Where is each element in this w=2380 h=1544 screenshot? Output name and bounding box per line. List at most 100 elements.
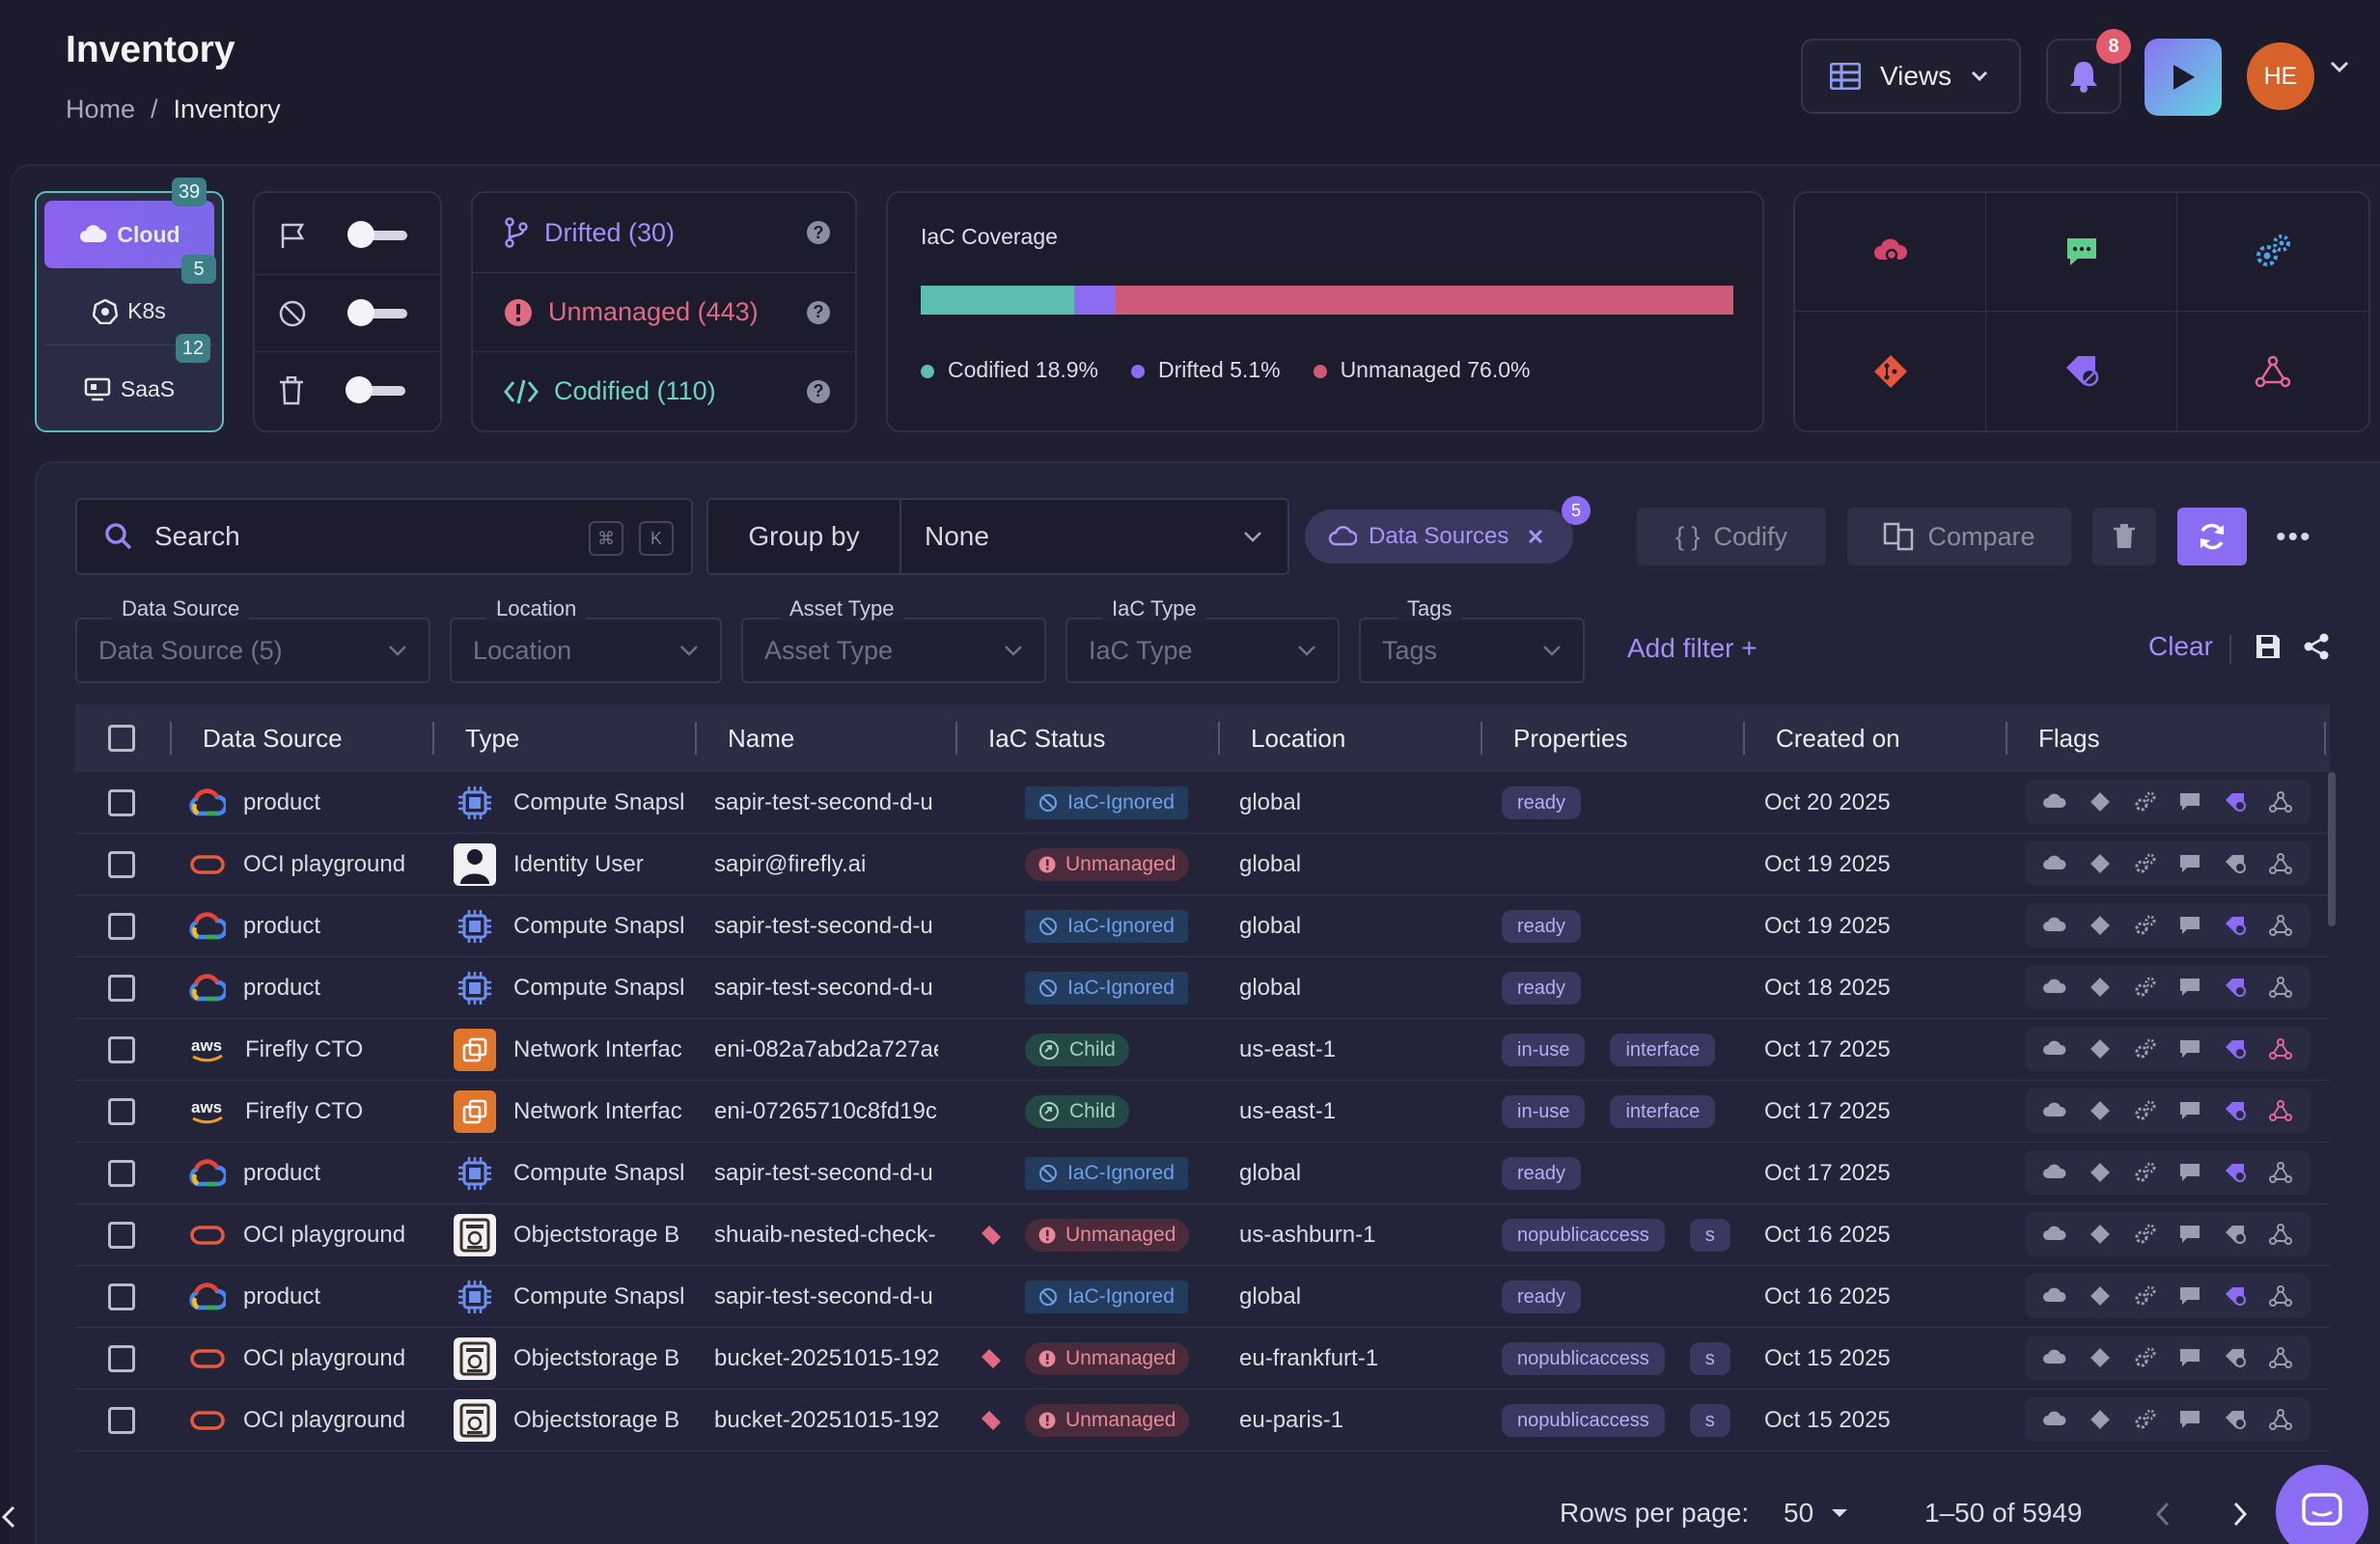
cloud-search-icon[interactable] bbox=[2043, 1410, 2066, 1429]
cloud-search-icon[interactable] bbox=[2043, 1348, 2066, 1367]
row-checkbox[interactable] bbox=[108, 1204, 135, 1266]
gears-icon[interactable] bbox=[2134, 1223, 2157, 1246]
tag-icon[interactable] bbox=[2224, 791, 2247, 813]
asset-name[interactable]: sapir-test-second-d-u bbox=[714, 1283, 933, 1310]
asset-name[interactable]: sapir-test-second-d-u bbox=[714, 913, 933, 939]
tag-icon[interactable] bbox=[2224, 1409, 2247, 1430]
integration-cell[interactable] bbox=[1986, 312, 2177, 430]
git-icon[interactable] bbox=[2089, 1161, 2112, 1184]
graph-icon[interactable] bbox=[2268, 915, 2292, 936]
column-name[interactable]: Name bbox=[728, 723, 795, 753]
table-row[interactable]: OCI playground Objectstorage B shuaib-nest… bbox=[75, 1204, 2330, 1266]
data-sources-chip[interactable]: Data Sources bbox=[1305, 510, 1573, 564]
chevron-left-icon[interactable] bbox=[2154, 1502, 2172, 1527]
cloud-search-icon[interactable] bbox=[2043, 916, 2066, 935]
row-checkbox[interactable] bbox=[108, 1390, 135, 1451]
chat-icon[interactable] bbox=[2178, 1038, 2201, 1060]
ignored-toggle[interactable] bbox=[347, 298, 407, 326]
chat-icon[interactable] bbox=[2178, 977, 2201, 998]
table-row[interactable]: OCI playground Objectstorage B bucket-2025… bbox=[75, 1390, 2330, 1451]
iac-status-badge[interactable]: IaC-Ignored bbox=[1025, 786, 1188, 819]
close-icon[interactable] bbox=[1528, 529, 1543, 544]
filter-tags[interactable]: Tags bbox=[1359, 618, 1585, 683]
graph-icon[interactable] bbox=[2268, 1038, 2292, 1060]
help-icon[interactable]: ? bbox=[807, 221, 830, 244]
table-row[interactable]: product Compute Snapsl sapir-test-second-d… bbox=[75, 772, 2330, 834]
gears-icon[interactable] bbox=[2134, 914, 2157, 937]
gears-icon[interactable] bbox=[2134, 976, 2157, 999]
search-input[interactable]: Search ⌘ K bbox=[75, 498, 693, 575]
views-button[interactable]: Views bbox=[1801, 39, 2021, 114]
gears-icon[interactable] bbox=[2134, 1408, 2157, 1431]
chat-icon[interactable] bbox=[2178, 1224, 2201, 1245]
column-created-on[interactable]: Created on bbox=[1776, 723, 1900, 753]
table-row[interactable]: product Compute Snapsl sapir-test-second-d… bbox=[75, 1266, 2330, 1328]
git-icon[interactable] bbox=[2089, 1346, 2112, 1369]
git-icon[interactable] bbox=[2089, 1223, 2112, 1246]
delete-button[interactable] bbox=[2092, 508, 2156, 565]
tag-icon[interactable] bbox=[2224, 1162, 2247, 1183]
git-icon[interactable] bbox=[2089, 914, 2112, 937]
tag-icon[interactable] bbox=[2224, 915, 2247, 936]
git-icon[interactable] bbox=[2089, 1284, 2112, 1308]
cloud-search-icon[interactable] bbox=[2043, 1101, 2066, 1120]
column-location[interactable]: Location bbox=[1251, 723, 1346, 753]
group-by-select[interactable]: Group by None bbox=[706, 498, 1289, 575]
integration-cell[interactable] bbox=[1986, 193, 2177, 312]
tag-icon[interactable] bbox=[2224, 853, 2247, 874]
git-icon[interactable] bbox=[2089, 976, 2112, 999]
filter-asset-type[interactable]: Asset Type bbox=[741, 618, 1046, 683]
iac-status-badge[interactable]: IaC-Ignored bbox=[1025, 1281, 1188, 1313]
cloud-search-icon[interactable] bbox=[2043, 1163, 2066, 1182]
save-icon[interactable] bbox=[2255, 633, 2282, 660]
tag-icon[interactable] bbox=[2224, 1100, 2247, 1121]
graph-icon[interactable] bbox=[2268, 1347, 2292, 1368]
iac-status-badge[interactable]: Unmanaged bbox=[1025, 1404, 1190, 1437]
tag-icon[interactable] bbox=[2224, 1347, 2247, 1368]
graph-icon[interactable] bbox=[2268, 1285, 2292, 1307]
table-row[interactable]: aws Firefly CTO Network Interfac eni-072657… bbox=[75, 1081, 2330, 1143]
gears-icon[interactable] bbox=[2134, 1161, 2157, 1184]
chat-icon[interactable] bbox=[2178, 791, 2201, 813]
row-checkbox[interactable] bbox=[108, 1266, 135, 1328]
table-scrollbar[interactable] bbox=[2328, 772, 2336, 926]
row-checkbox[interactable] bbox=[108, 1019, 135, 1081]
asset-name[interactable]: sapir@firefly.ai bbox=[714, 851, 867, 877]
table-row[interactable]: product Compute Snapsl sapir-test-second-d… bbox=[75, 1143, 2330, 1204]
cloud-search-icon[interactable] bbox=[2043, 1039, 2066, 1059]
git-icon[interactable] bbox=[2089, 1099, 2112, 1122]
help-icon[interactable]: ? bbox=[807, 379, 830, 403]
integration-cell[interactable] bbox=[2177, 193, 2368, 312]
asset-name[interactable]: bucket-20251015-192 bbox=[714, 1407, 938, 1433]
iac-status-badge[interactable]: IaC-Ignored bbox=[1025, 1157, 1188, 1190]
compare-button[interactable]: Compare bbox=[1847, 508, 2071, 565]
column-flags[interactable]: Flags bbox=[2038, 723, 2100, 753]
gears-icon[interactable] bbox=[2134, 790, 2157, 813]
row-checkbox[interactable] bbox=[108, 772, 135, 834]
chat-icon[interactable] bbox=[2178, 1162, 2201, 1183]
row-checkbox[interactable] bbox=[108, 1081, 135, 1143]
add-filter-button[interactable]: Add filter + bbox=[1627, 633, 1757, 663]
cloud-search-icon[interactable] bbox=[2043, 1225, 2066, 1244]
unmanaged-filter[interactable]: Unmanaged (443) ? bbox=[473, 272, 855, 351]
chat-icon[interactable] bbox=[2178, 1347, 2201, 1368]
asset-name[interactable]: shuaib-nested-check- bbox=[714, 1222, 936, 1248]
chevron-right-icon[interactable] bbox=[2231, 1502, 2249, 1527]
chat-icon[interactable] bbox=[2178, 915, 2201, 936]
support-chat-button[interactable] bbox=[2276, 1465, 2368, 1544]
asset-name[interactable]: sapir-test-second-d-u bbox=[714, 975, 933, 1001]
graph-icon[interactable] bbox=[2268, 1409, 2292, 1430]
iac-status-badge[interactable]: Unmanaged bbox=[1025, 1219, 1190, 1252]
chat-icon[interactable] bbox=[2178, 1100, 2201, 1121]
asset-name[interactable]: sapir-test-second-d-u bbox=[714, 789, 933, 815]
iac-status-badge[interactable]: IaC-Ignored bbox=[1025, 972, 1188, 1005]
drifted-filter[interactable]: Drifted (30) ? bbox=[473, 193, 855, 272]
provider-k8s[interactable]: K8s bbox=[44, 278, 214, 345]
table-row[interactable]: OCI playground Objectstorage B bucket-2025… bbox=[75, 1328, 2330, 1390]
chat-icon[interactable] bbox=[2178, 1409, 2201, 1430]
run-button[interactable] bbox=[2145, 39, 2222, 116]
iac-status-badge[interactable]: Child bbox=[1025, 1034, 1129, 1066]
graph-icon[interactable] bbox=[2268, 791, 2292, 813]
gears-icon[interactable] bbox=[2134, 1037, 2157, 1061]
chat-icon[interactable] bbox=[2178, 1285, 2201, 1307]
